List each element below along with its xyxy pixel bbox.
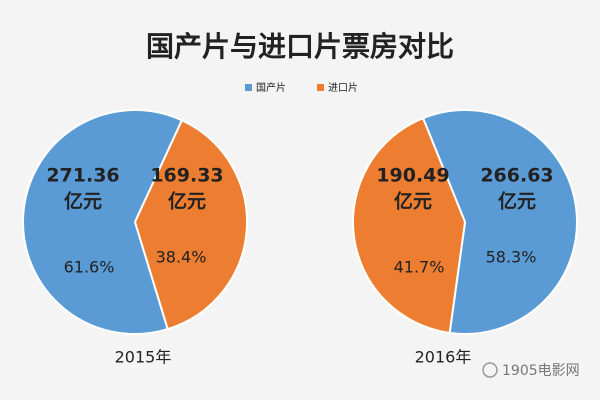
legend-swatch bbox=[317, 84, 324, 91]
x-axis-label: 2016年 bbox=[415, 348, 472, 367]
pie-slice bbox=[421, 109, 578, 335]
amount-unit: 亿元 bbox=[498, 190, 536, 213]
legend-label: 国产片 bbox=[256, 81, 286, 94]
amount-label: 271.36 bbox=[46, 165, 119, 187]
pie-slice bbox=[352, 116, 467, 335]
legend-label: 进口片 bbox=[328, 81, 358, 94]
pie-slice bbox=[133, 118, 248, 331]
pie-slice bbox=[22, 109, 184, 335]
x-axis-label: 2015年 bbox=[115, 348, 172, 367]
amount-label: 169.33 bbox=[150, 165, 223, 187]
percent-label: 61.6% bbox=[64, 258, 115, 277]
watermark-icon bbox=[482, 362, 498, 378]
amount-label: 190.49 bbox=[376, 165, 449, 187]
chart-title: 国产片与进口片票房对比 bbox=[146, 30, 454, 63]
amount-unit: 亿元 bbox=[168, 190, 206, 213]
percent-label: 58.3% bbox=[486, 248, 537, 267]
watermark-text: 1905电影网 bbox=[502, 363, 580, 379]
watermark: 1905电影网 bbox=[482, 362, 580, 379]
amount-label: 266.63 bbox=[480, 165, 553, 187]
amount-unit: 亿元 bbox=[64, 190, 102, 213]
percent-label: 38.4% bbox=[156, 248, 207, 267]
percent-label: 41.7% bbox=[394, 258, 445, 277]
legend-swatch bbox=[245, 84, 252, 91]
amount-unit: 亿元 bbox=[394, 190, 432, 213]
